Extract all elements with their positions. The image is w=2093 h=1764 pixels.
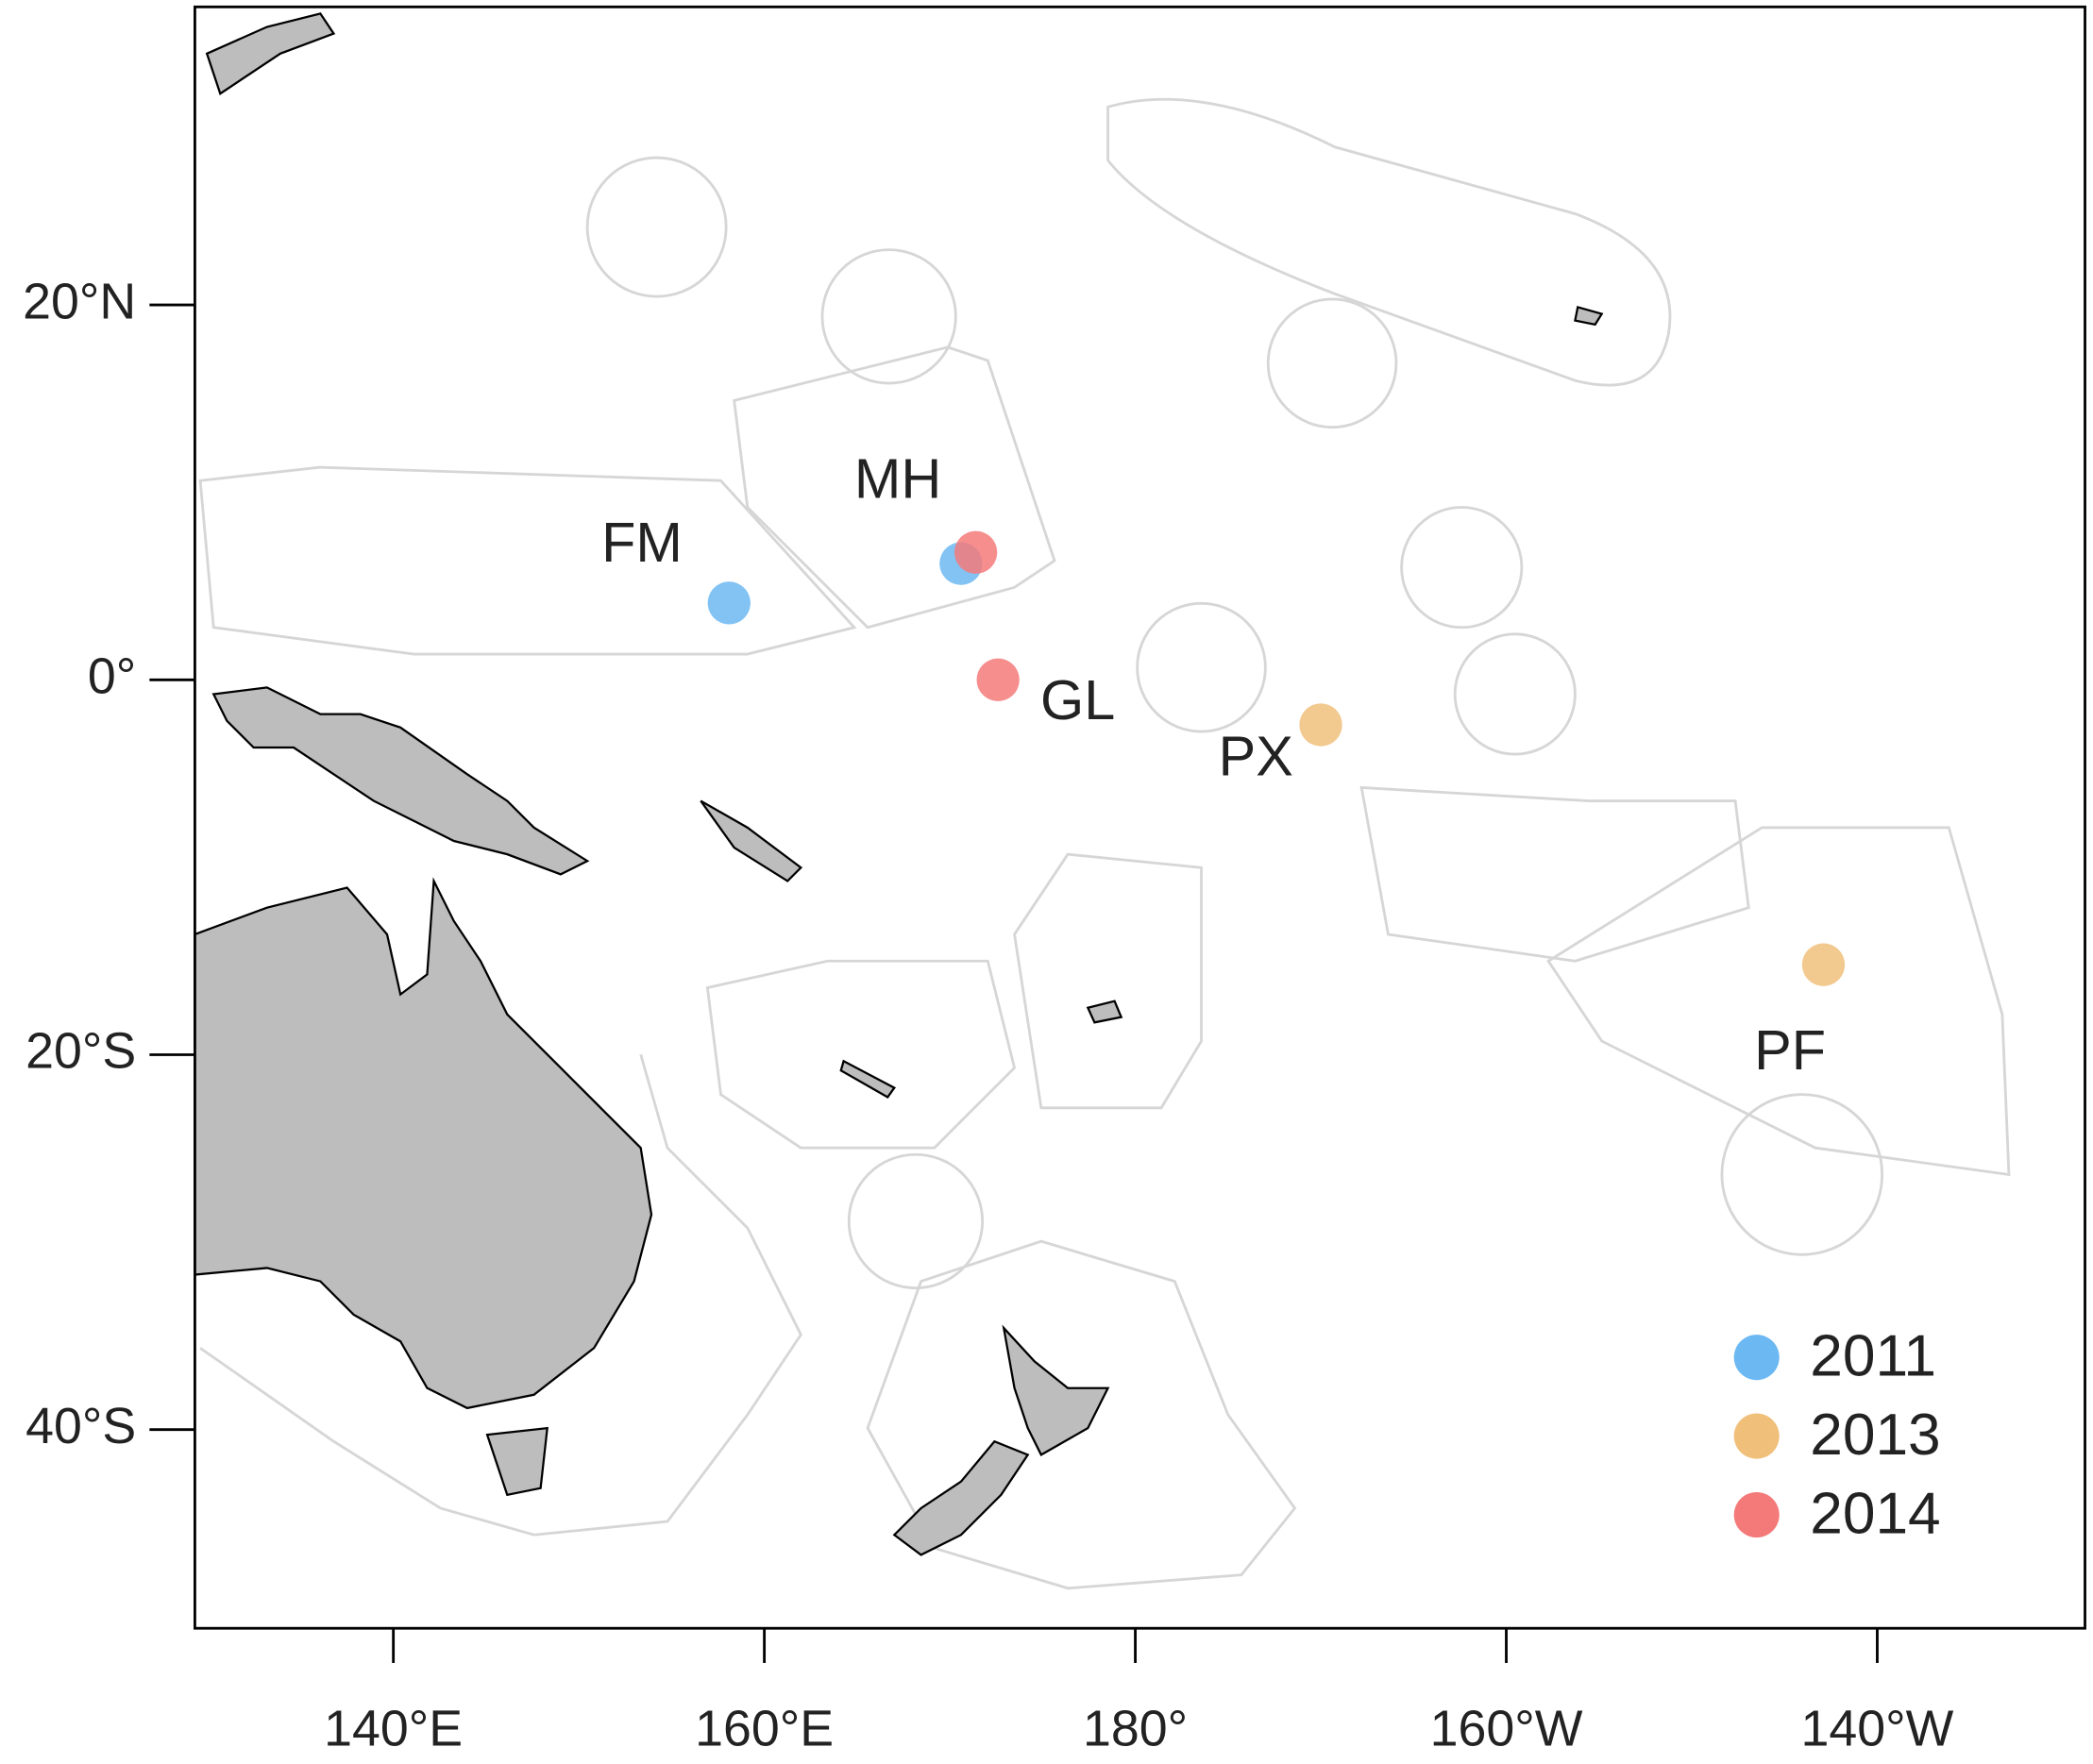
eez [1136,601,1267,733]
eez [820,248,957,385]
y-tick-label: 40°S [25,1398,136,1454]
x-tick-label: 140°E [324,1701,463,1757]
eez [1546,826,2011,1177]
eez [1720,1093,1884,1256]
legend-label: 2013 [1810,1403,1940,1468]
new-caledonia [839,1059,896,1099]
eez [866,1239,1297,1590]
point [1299,703,1342,747]
legend-swatch [1733,1335,1780,1381]
x-tick-label: 160°W [1430,1701,1583,1757]
x-tick-label: 140°W [1801,1701,1954,1757]
land [194,12,1604,1556]
legend-label: 2011 [1810,1323,1936,1388]
australia [194,877,653,1410]
eez-boundaries [198,97,2011,1590]
y-tick-label: 20°S [25,1023,136,1080]
eez [705,959,1017,1150]
region-label: PX [1219,724,1293,787]
point [707,581,751,625]
new-zealand-north [1002,1324,1110,1456]
y-tick-label: 0° [88,647,136,704]
eez [198,465,857,656]
region-label: PF [1754,1018,1826,1082]
eez [1266,297,1398,429]
legend-label: 2014 [1810,1481,1940,1546]
eez [1359,785,1750,963]
solomon-islands [700,799,803,882]
x-tick-label: 180° [1083,1701,1188,1757]
eez [1013,852,1203,1110]
eez [733,345,1056,630]
y-tick-label: 20°N [23,273,136,329]
eez [585,156,728,298]
eez [1400,506,1524,630]
legend-swatch [1733,1491,1780,1538]
region-label: MH [854,446,941,510]
eez [1106,97,1672,387]
point [954,530,998,574]
eez [1453,632,1577,756]
japan [205,12,336,95]
region-label: GL [1040,668,1115,731]
hawaii [1574,306,1604,327]
x-tick-label: 160°E [695,1701,834,1757]
fiji [1086,1000,1123,1024]
eez [199,1053,802,1537]
point [976,658,1020,701]
point [1801,943,1846,986]
new-guinea [211,686,590,876]
region-label: FM [601,511,683,574]
new-zealand-south [892,1439,1030,1556]
plot-frame [194,5,2086,1630]
tasmania [485,1426,549,1497]
basemap [194,12,2011,1590]
legend-swatch [1733,1413,1780,1459]
eez [847,1152,985,1290]
